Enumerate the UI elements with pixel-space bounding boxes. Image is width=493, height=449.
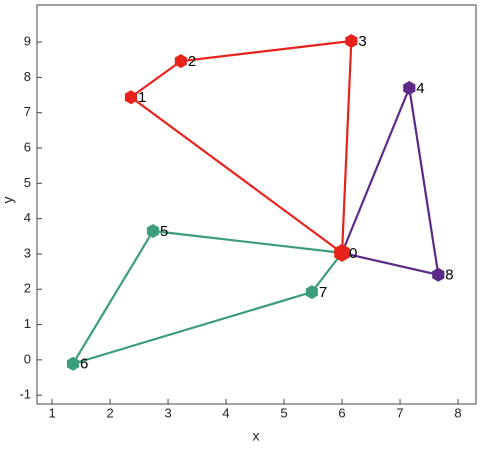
x-tick-label: 3 bbox=[164, 405, 171, 420]
route-line bbox=[129, 39, 353, 254]
point-marker bbox=[174, 54, 187, 69]
route-line bbox=[341, 83, 440, 277]
point-label: 7 bbox=[319, 284, 327, 301]
plot-frame bbox=[36, 4, 477, 405]
y-tick-label: 4 bbox=[24, 210, 31, 225]
point-label: 2 bbox=[188, 53, 196, 70]
y-tick-label: 7 bbox=[24, 104, 31, 119]
point-marker bbox=[146, 224, 159, 238]
point-marker bbox=[345, 34, 358, 48]
point-marker bbox=[432, 267, 445, 282]
route-line bbox=[70, 229, 343, 366]
y-tick-label: 2 bbox=[24, 281, 31, 296]
x-tick-label: 7 bbox=[396, 405, 403, 420]
point-label: 8 bbox=[445, 267, 453, 284]
point-marker bbox=[66, 356, 79, 371]
point-label: 1 bbox=[138, 89, 146, 106]
x-tick-label: 1 bbox=[48, 405, 55, 420]
y-axis-label: y bbox=[0, 197, 16, 204]
y-tick-label: 3 bbox=[24, 245, 31, 260]
y-tick-label: 5 bbox=[24, 175, 31, 190]
point-label: 6 bbox=[80, 356, 88, 373]
point-label: 3 bbox=[358, 33, 366, 50]
y-tick-label: 1 bbox=[24, 316, 31, 331]
x-tick-label: 2 bbox=[106, 405, 113, 420]
point-label: 0 bbox=[349, 245, 357, 262]
x-tick-label: 6 bbox=[338, 405, 345, 420]
point-label: 5 bbox=[160, 223, 168, 240]
y-tick-label: -1 bbox=[19, 387, 31, 402]
y-tick-label: 0 bbox=[24, 351, 31, 366]
point-marker bbox=[334, 243, 350, 262]
y-tick-label: 6 bbox=[24, 139, 31, 154]
point-label: 4 bbox=[416, 80, 424, 97]
point-marker bbox=[124, 90, 137, 105]
x-tick-label: 5 bbox=[280, 405, 287, 420]
point-marker bbox=[305, 285, 318, 300]
x-tick-label: 8 bbox=[454, 405, 461, 420]
y-tick-label: 9 bbox=[24, 34, 31, 49]
x-tick-label: 4 bbox=[222, 405, 229, 420]
y-tick-label: 8 bbox=[24, 69, 31, 84]
point-marker bbox=[403, 81, 416, 95]
x-axis-label: x bbox=[253, 428, 260, 444]
